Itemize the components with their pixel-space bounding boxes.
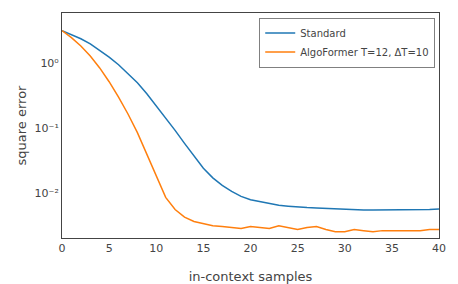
svg-text:5: 5	[106, 242, 113, 255]
svg-text:15: 15	[196, 242, 210, 255]
svg-text:40: 40	[432, 242, 446, 255]
svg-text:10⁰: 10⁰	[40, 57, 59, 70]
svg-text:square error: square error	[14, 85, 29, 166]
svg-text:25: 25	[291, 242, 305, 255]
svg-text:10: 10	[149, 242, 163, 255]
svg-text:10⁻²: 10⁻²	[35, 187, 59, 200]
svg-text:0: 0	[59, 242, 66, 255]
svg-text:35: 35	[385, 242, 399, 255]
svg-text:30: 30	[338, 242, 352, 255]
svg-text:in-context samples: in-context samples	[189, 269, 313, 284]
svg-text:10⁻¹: 10⁻¹	[35, 122, 59, 135]
svg-text:AlgoFormer T=12, ΔT=10: AlgoFormer T=12, ΔT=10	[300, 47, 428, 58]
svg-text:Standard: Standard	[300, 28, 346, 39]
svg-text:20: 20	[244, 242, 258, 255]
